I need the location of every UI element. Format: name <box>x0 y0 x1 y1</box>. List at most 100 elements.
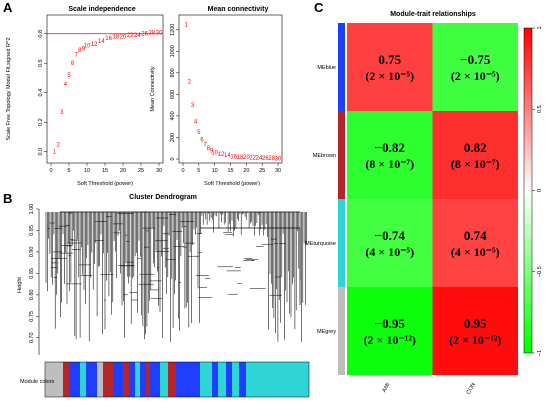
data-point: 5 <box>197 130 201 136</box>
y-tick-label: 0.70 <box>29 332 35 343</box>
data-point: 6 <box>200 138 204 144</box>
data-point: 8 <box>207 146 211 152</box>
column-label: CON <box>466 382 477 396</box>
mean-connectivity-y-label: Mean Connectivity <box>150 66 156 111</box>
heatmap-cells: 0.75 (2 × 10⁻⁵) −0.75 (2 × 10⁻⁵) −0.82 (8 × 1… <box>347 23 518 375</box>
data-point: 14 <box>224 153 231 159</box>
module-segment-turquoise <box>160 362 168 397</box>
data-point: 18 <box>237 155 244 161</box>
panel-letter-a: A <box>3 0 13 15</box>
cell-value: −0.74 <box>375 228 406 243</box>
data-point: 20 <box>243 155 250 161</box>
heatmap-cell <box>432 287 518 375</box>
data-point: 8 <box>78 48 82 54</box>
module-colors-label: Module colors <box>20 379 54 385</box>
y-tick-label: 600 <box>170 90 176 99</box>
panel-letter-c: C <box>314 0 324 15</box>
x-tick-label: 25 <box>259 168 265 174</box>
x-tick-label: 0 <box>181 168 184 174</box>
heatmap-color-legend <box>523 27 533 354</box>
cell-pvalue: (2 × 10⁻⁵) <box>365 69 414 83</box>
module-segment-blue <box>86 362 97 397</box>
dendrogram-title: Cluster Dendrogram <box>129 194 197 201</box>
row-label: MEbrown <box>313 153 336 159</box>
cluster-dendrogram: Cluster Dendrogram 0.700.750.800.850.900… <box>17 194 310 398</box>
module-segment-brown <box>146 362 150 397</box>
mean-connectivity-x-label: Soft Threshold (power) <box>204 181 260 187</box>
row-label: MEgrey <box>317 329 336 335</box>
module-segment-turquoise <box>135 362 140 397</box>
data-point: 3 <box>60 110 64 116</box>
module-segment-grey <box>97 362 103 397</box>
legend-tick-label: 0 <box>537 189 543 192</box>
heatmap-cell <box>432 199 518 287</box>
scale-independence-title: Scale independence <box>68 6 135 13</box>
data-point: 16 <box>230 154 237 160</box>
mean-connectivity-plot: Mean connectivity 0 5 10 15 20 25 30 020040060… <box>150 6 283 187</box>
scale-independence-x-ticks: 0 5 10 15 20 25 30 <box>49 163 162 174</box>
scale-independence-x-label: Soft Threshold (power) <box>77 181 133 187</box>
heatmap-row-color-bars <box>338 23 345 375</box>
x-tick-label: 20 <box>243 168 249 174</box>
y-tick-label: 0.75 <box>29 311 35 322</box>
heatmap-cell <box>432 23 518 111</box>
y-tick-label: 200 <box>170 133 176 142</box>
row-label: MEturquoise <box>305 241 336 247</box>
module-segment-blue <box>129 362 135 397</box>
heatmap-cell <box>347 111 433 199</box>
data-point: 7 <box>203 142 207 148</box>
heatmap-row-labels: MEblue MEbrown MEturquoise MEgrey <box>305 65 336 335</box>
heatmap-cell <box>347 23 433 111</box>
cell-value: 0.95 <box>464 316 487 331</box>
mean-connectivity-title: Mean connectivity <box>208 6 269 13</box>
dendrogram-y-label: Height <box>17 277 23 293</box>
module-segment-blue <box>140 362 146 397</box>
data-point: 2 <box>57 142 61 148</box>
dendrogram-y-ticks: 0.70 0.75 0.80 0.85 0.90 0.95 1.00 <box>29 204 39 343</box>
module-segment-grey <box>45 362 63 397</box>
x-tick-label: 5 <box>197 168 200 174</box>
data-point: 12 <box>218 152 225 158</box>
data-point: 9 <box>82 46 86 52</box>
scale-independence-y-ticks: 0.0 0.2 0.4 0.6 0.8 <box>38 30 47 156</box>
x-tick-label: 30 <box>156 168 162 174</box>
module-segment-blue <box>70 362 80 397</box>
cell-pvalue: (2 × 10⁻¹²) <box>449 333 501 347</box>
data-point: 1 <box>184 22 188 28</box>
y-tick-label: 1.00 <box>29 204 35 215</box>
x-tick-label: 25 <box>138 168 144 174</box>
module-trait-heatmap: Module-trait relationships MEblue MEbrown… <box>305 11 543 396</box>
y-tick-label: 0.0 <box>38 148 44 156</box>
module-segment-blue <box>113 362 123 397</box>
data-point: 30 <box>275 156 282 162</box>
module-segment-brown <box>63 362 70 397</box>
module-segment-blue <box>239 362 246 397</box>
cell-pvalue: (4 × 10⁻⁵) <box>451 245 500 259</box>
x-tick-label: 10 <box>84 168 90 174</box>
heatmap-title: Module-trait relationships <box>390 11 476 18</box>
dendrogram-top-branches <box>60 211 301 305</box>
module-segment-brown <box>103 362 113 397</box>
y-tick-label: 0.95 <box>29 225 35 236</box>
module-color-strip-frame <box>44 361 310 398</box>
heatmap-legend-ticks: 1 0.5 0 −0.5 −1 <box>532 26 543 356</box>
cell-pvalue: (8 × 10⁻⁷) <box>365 157 414 171</box>
module-segment-turquoise <box>80 362 86 397</box>
x-tick-label: 20 <box>120 168 126 174</box>
data-point: 26 <box>262 156 269 162</box>
cell-value: −0.82 <box>375 140 405 155</box>
cell-value: 0.82 <box>464 140 487 155</box>
data-point: 10 <box>211 151 218 157</box>
heatmap-column-labels: AMI CON <box>381 382 477 396</box>
row-label: MEblue <box>317 65 336 71</box>
module-segment-brown <box>168 362 176 397</box>
module-segment-turquoise <box>200 362 212 397</box>
cell-value: 0.75 <box>378 52 401 67</box>
data-point: 2 <box>188 79 192 85</box>
module-segment-blue <box>176 362 200 397</box>
data-point: 20 <box>120 35 127 41</box>
y-tick-label: 0.90 <box>29 247 35 258</box>
